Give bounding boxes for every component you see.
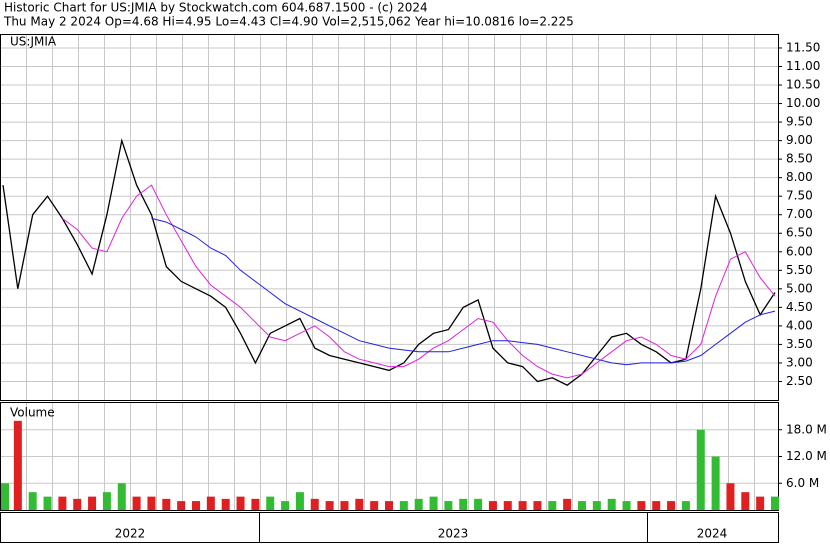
volume-bar <box>696 429 705 510</box>
y-tick-label: 12.0 M <box>786 449 827 463</box>
volume-bar <box>592 501 601 510</box>
price-line <box>62 184 776 379</box>
volume-bar <box>681 501 690 510</box>
volume-bar <box>459 498 468 510</box>
y-tick-label: 7.50 <box>786 189 813 203</box>
volume-bar <box>518 501 527 510</box>
volume-bar <box>385 501 393 510</box>
volume-bar <box>58 496 67 510</box>
volume-bar <box>102 492 111 510</box>
volume-label: Volume <box>10 406 55 420</box>
volume-bar <box>488 501 497 510</box>
volume-bar <box>474 498 483 510</box>
volume-bar <box>578 501 586 510</box>
chart-title: Historic Chart for US:JMIA by Stockwatch… <box>4 1 428 15</box>
volume-bar <box>266 496 275 510</box>
volume-bar <box>414 498 423 510</box>
volume-bar <box>325 501 334 510</box>
y-tick-label: 2.50 <box>786 374 813 388</box>
grid <box>1 35 778 510</box>
volume-bar <box>533 501 542 510</box>
y-tick-label: 9.00 <box>786 133 813 147</box>
y-tick-label: 6.50 <box>786 226 813 240</box>
y-tick-label: 11.00 <box>786 59 820 73</box>
volume-bar <box>429 496 438 510</box>
volume-bar <box>281 501 290 510</box>
y-tick-label: 4.50 <box>786 300 813 314</box>
volume-bar <box>13 420 22 510</box>
y-tick-label: 11.50 <box>786 40 820 54</box>
volume-bar <box>221 498 230 510</box>
volume-bar <box>637 501 646 510</box>
y-tick-label: 7.00 <box>786 207 813 221</box>
volume-bar <box>162 498 171 510</box>
volume-bar <box>251 498 260 510</box>
volume-bar <box>711 456 720 510</box>
symbol-label: US:JMIA <box>10 35 57 49</box>
volume-bar <box>1 483 9 510</box>
volume-bar <box>147 496 156 510</box>
x-tick-label: 2023 <box>438 527 469 541</box>
y-tick-label: 10.00 <box>786 96 820 110</box>
volume-bar <box>756 496 765 510</box>
volume-bar <box>399 501 408 510</box>
volume-bar <box>548 501 557 510</box>
x-tick-label: 2022 <box>115 527 146 541</box>
volume-bar <box>43 496 52 510</box>
volume-bar <box>771 496 779 510</box>
volume-bar <box>117 483 126 510</box>
y-tick-label: 3.00 <box>786 355 813 369</box>
volume-bar <box>563 498 572 510</box>
volume-bar <box>741 492 750 510</box>
volume-bar <box>132 496 141 510</box>
volume-bar <box>503 501 512 510</box>
volume-bar <box>355 498 364 510</box>
x-tick-label: 2024 <box>697 527 728 541</box>
volume-bar <box>236 496 245 510</box>
volume-bar <box>667 501 676 510</box>
chart-subtitle: Thu May 2 2024 Op=4.68 Hi=4.95 Lo=4.43 C… <box>3 15 574 29</box>
volume-bar <box>607 498 616 510</box>
y-tick-label: 3.50 <box>786 337 813 351</box>
volume-bar <box>177 501 186 510</box>
volume-bar <box>28 492 37 510</box>
price-line <box>151 217 776 366</box>
volume-bar <box>340 501 349 510</box>
volume-bar <box>295 492 304 510</box>
volume-bar <box>88 496 97 510</box>
y-tick-label: 6.00 <box>786 244 813 258</box>
y-tick-label: 5.00 <box>786 281 813 295</box>
y-tick-label: 10.50 <box>786 78 820 92</box>
y-tick-label: 5.50 <box>786 263 813 277</box>
price-line <box>2 138 776 386</box>
volume-bar <box>444 501 453 510</box>
volume-bar <box>370 501 379 510</box>
volume-bar <box>73 498 82 510</box>
y-tick-label: 9.50 <box>786 115 813 129</box>
volume-bar <box>192 501 200 510</box>
y-tick-label: 8.50 <box>786 152 813 166</box>
volume-bar <box>622 501 631 510</box>
volume-bar <box>652 501 661 510</box>
y-tick-label: 6.0 M <box>786 476 819 490</box>
y-tick-label: 8.00 <box>786 170 813 184</box>
y-tick-label: 18.0 M <box>786 422 827 436</box>
volume-bar <box>310 498 319 510</box>
volume-bar <box>726 483 735 510</box>
volume-bar <box>206 496 215 510</box>
y-tick-label: 4.00 <box>786 318 813 332</box>
price-frame <box>0 34 779 401</box>
